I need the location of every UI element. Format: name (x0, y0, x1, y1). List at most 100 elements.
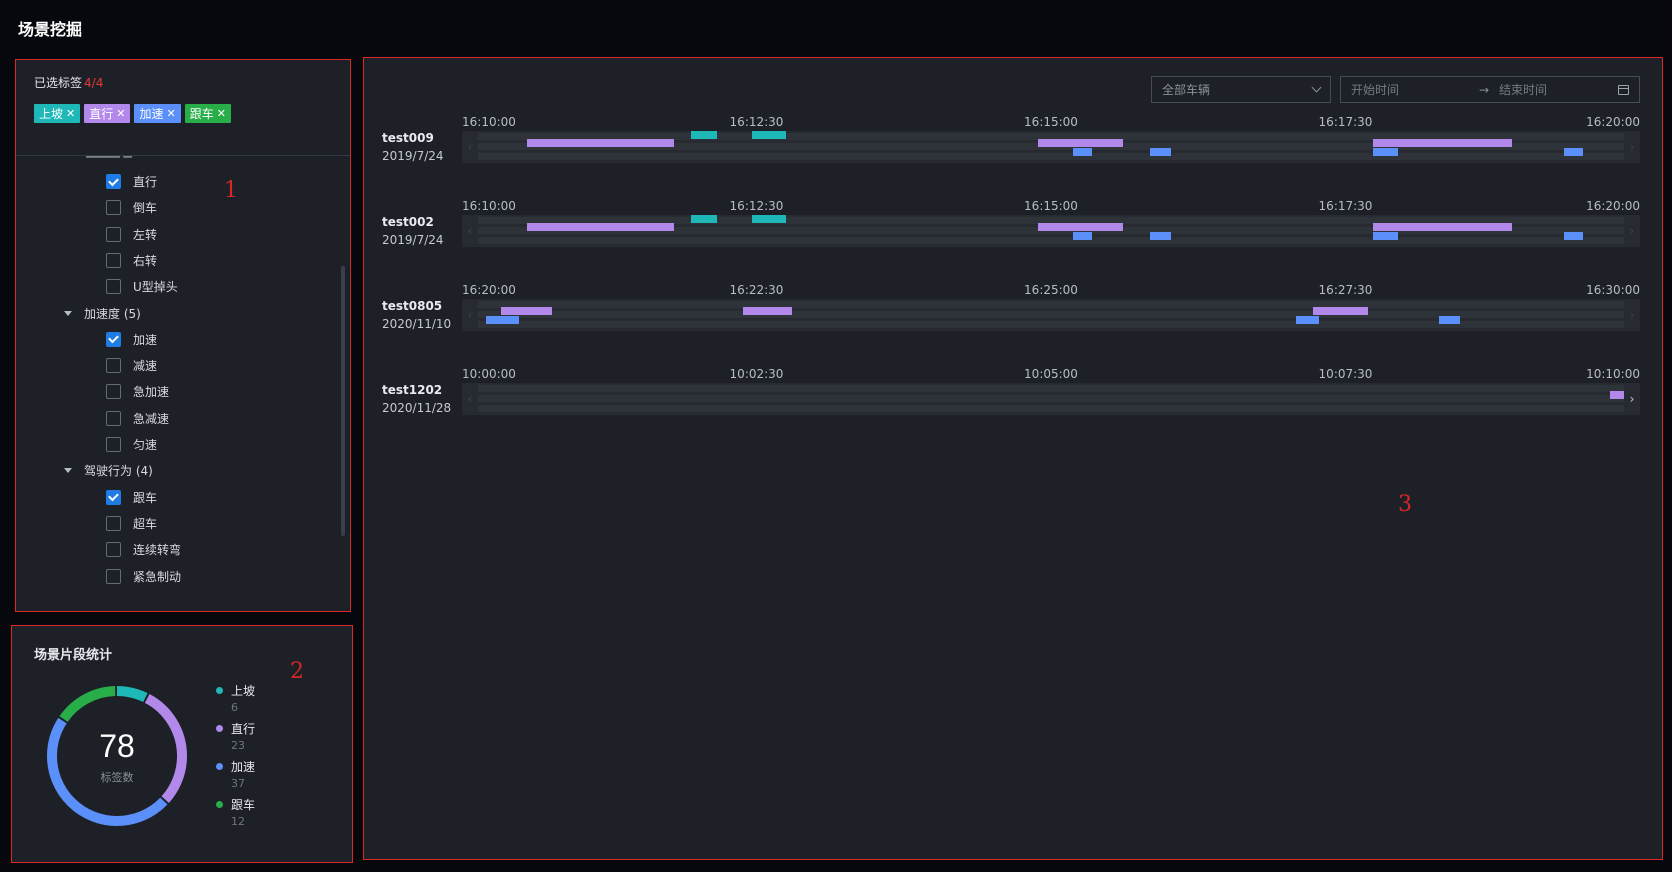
scene-segment[interactable] (1038, 223, 1124, 231)
legend-item[interactable]: 加速 37 (216, 758, 255, 796)
scene-segment[interactable] (1373, 148, 1399, 156)
legend-item[interactable]: 跟车 12 (216, 796, 255, 834)
legend-item[interactable]: 直行 23 (216, 720, 255, 758)
arrow-right-icon: → (1479, 82, 1490, 97)
tick-label: 16:20:00 (1586, 115, 1640, 129)
tree-leaf[interactable]: U型掉头 (106, 278, 178, 295)
end-time-input[interactable]: 结束时间 (1499, 83, 1548, 97)
vehicle-timeline: test002 2019/7/24 16:10:00 16:12:30 16:15:00… (364, 199, 1664, 287)
scene-segment[interactable] (1373, 223, 1512, 231)
tree-leaf[interactable]: 直行 (106, 173, 157, 190)
checkbox[interactable] (106, 174, 121, 189)
timeline-lanes (478, 215, 1624, 247)
chevron-right-icon[interactable]: › (1629, 224, 1635, 238)
checkbox[interactable] (106, 358, 121, 374)
checkbox[interactable] (106, 437, 121, 452)
timeline-track[interactable]: ‹ › (462, 131, 1640, 163)
scene-segment[interactable] (500, 307, 553, 315)
chevron-right-icon[interactable]: › (1629, 392, 1635, 406)
tick-label: 16:15:00 (1024, 199, 1078, 213)
tree-leaf[interactable]: 右转 (106, 252, 157, 269)
scene-segment[interactable] (691, 131, 718, 139)
checkbox[interactable] (106, 384, 121, 400)
tree-leaf-label: 加速 (133, 332, 158, 347)
tree-leaf[interactable]: 匀速 (106, 436, 157, 453)
scene-segment[interactable] (1072, 232, 1093, 240)
tag-chip: 加速 ✕ (134, 104, 181, 123)
scene-segment[interactable] (1072, 148, 1093, 156)
scene-segment[interactable] (1564, 232, 1583, 240)
scene-segment[interactable] (527, 223, 674, 231)
checkbox[interactable] (106, 226, 121, 242)
chevron-right-icon[interactable]: › (1629, 308, 1635, 322)
chevron-right-icon[interactable]: › (1629, 140, 1635, 154)
scene-segment[interactable] (751, 131, 787, 139)
scene-segment[interactable] (1149, 148, 1172, 156)
tree-group[interactable]: 驾驶行为 (4) (64, 462, 153, 479)
caret-down-icon[interactable] (64, 468, 72, 474)
close-icon[interactable]: ✕ (216, 107, 226, 120)
checkbox[interactable] (106, 252, 121, 268)
scene-segment[interactable] (1564, 148, 1583, 156)
tree-leaf[interactable]: 跟车 (106, 489, 157, 506)
scene-segment[interactable] (1149, 232, 1172, 240)
timeline-track[interactable]: ‹ › (462, 383, 1640, 415)
tree-leaf-label: 左转 (133, 227, 158, 242)
time-range-picker[interactable]: 开始时间 → 结束时间 (1340, 76, 1640, 103)
chevron-left-icon[interactable]: ‹ (467, 392, 473, 406)
scene-segment[interactable] (486, 316, 520, 324)
checkbox[interactable] (106, 568, 121, 584)
calendar-icon[interactable] (1618, 84, 1629, 95)
tree-leaf[interactable]: 急加速 (106, 383, 169, 400)
close-icon[interactable]: ✕ (66, 107, 76, 120)
checkbox[interactable] (106, 515, 121, 531)
scene-segment[interactable] (1296, 316, 1320, 324)
page-title: 场景挖掘 (18, 20, 83, 39)
close-icon[interactable]: ✕ (116, 107, 126, 120)
chevron-left-icon[interactable]: ‹ (467, 224, 473, 238)
checkbox[interactable] (106, 331, 121, 347)
chevron-left-icon[interactable]: ‹ (467, 308, 473, 322)
chevron-left-icon[interactable]: ‹ (467, 140, 473, 154)
tick-label: 16:27:30 (1318, 283, 1373, 297)
scene-segment[interactable] (1373, 139, 1512, 147)
tick-label: 16:15:00 (1024, 115, 1078, 129)
tree-clipped-row: ▂▂▂▂ ▂ (86, 156, 166, 160)
scene-segment[interactable] (691, 215, 718, 223)
tree-leaf[interactable]: 超车 (106, 515, 157, 532)
tree-leaf-label: 直行 (133, 175, 158, 189)
scene-segment[interactable] (1038, 139, 1124, 147)
checkbox[interactable] (106, 542, 121, 558)
scene-segment[interactable] (1313, 307, 1369, 315)
tree-leaf[interactable]: 减速 (106, 357, 157, 374)
vehicle-select[interactable]: 全部车辆 (1151, 76, 1331, 103)
scene-segment[interactable] (1373, 232, 1399, 240)
tree-leaf[interactable]: 倒车 (106, 199, 157, 216)
scene-segment[interactable] (1610, 391, 1624, 399)
checkbox[interactable] (106, 489, 121, 505)
timeline-lane (478, 321, 1624, 328)
tree-leaf[interactable]: 急减速 (106, 410, 169, 427)
tree-leaf[interactable]: 左转 (106, 226, 157, 243)
timeline-track[interactable]: ‹ › (462, 299, 1640, 331)
close-icon[interactable]: ✕ (166, 107, 176, 120)
tree-group[interactable]: 加速度 (5) (64, 305, 141, 322)
timeline-track[interactable]: ‹ › (462, 215, 1640, 247)
legend-item[interactable]: 上坡 6 (216, 682, 255, 720)
tree-leaf[interactable]: 连续转弯 (106, 541, 181, 558)
tree-leaf[interactable]: 紧急制动 (106, 568, 181, 585)
vehicle-name: test009 (382, 131, 434, 145)
tree-leaf[interactable]: 加速 (106, 331, 157, 348)
start-time-input[interactable]: 开始时间 (1351, 83, 1400, 97)
scene-segment[interactable] (742, 307, 792, 315)
tree-scrollbar[interactable] (341, 266, 345, 536)
scene-segment[interactable] (527, 139, 674, 147)
caret-down-icon[interactable] (64, 310, 72, 316)
scene-segment[interactable] (1439, 316, 1461, 324)
checkbox[interactable] (106, 410, 121, 426)
checkbox[interactable] (106, 279, 121, 295)
scene-segment[interactable] (751, 215, 787, 223)
checkbox[interactable] (106, 200, 121, 216)
timeline-lane (478, 237, 1624, 244)
